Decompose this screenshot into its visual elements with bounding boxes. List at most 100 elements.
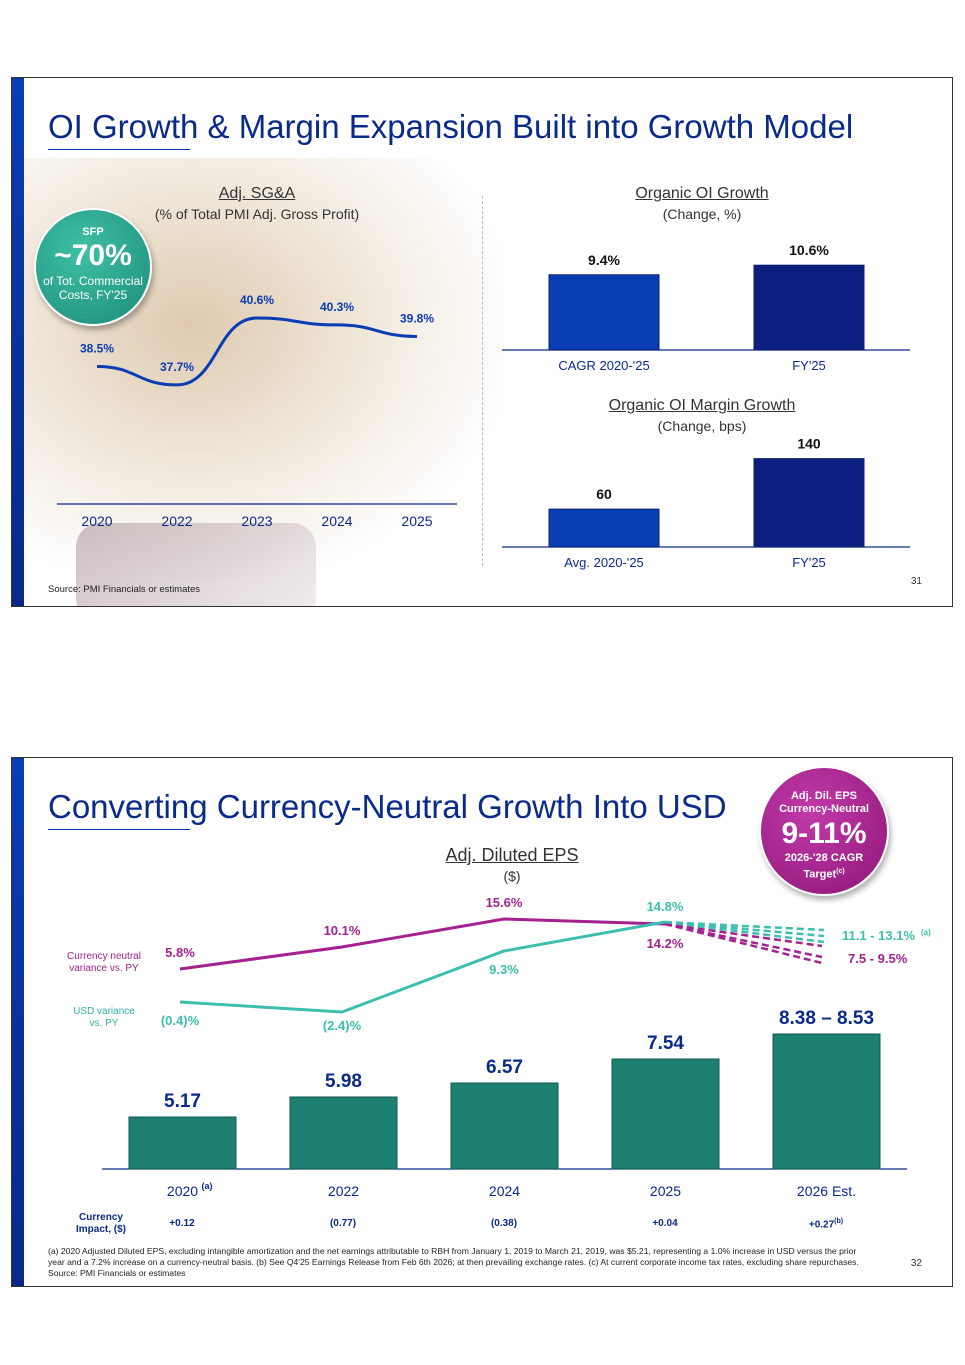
margin-tick-label: FY'25 <box>792 555 826 570</box>
eps-bar <box>611 1058 720 1170</box>
slide1-charts: 38.5% 2020 37.7% 2022 40.6% 2023 40.3% 2024 39.8… <box>57 242 910 570</box>
eps-tick-label: 2026 Est. <box>797 1183 856 1199</box>
currency-impact-value: (0.38) <box>490 1218 518 1229</box>
legend-currency-neutral-line1: Currency neutral <box>67 951 141 962</box>
source-note: Source: PMI Financials or estimates <box>48 584 201 595</box>
margin-bar <box>548 508 660 548</box>
sga-chart-title: Adj. SG&A <box>218 185 296 202</box>
eps-tick-label: 2025 <box>650 1183 681 1199</box>
usd-variance-label: 9.3% <box>489 962 519 977</box>
currency-impact-label: Currency Impact, ($) <box>67 1212 135 1236</box>
sga-data-label: 39.8% <box>400 311 434 325</box>
sga-tick-label: 2020 <box>81 513 112 529</box>
sga-line <box>96 316 418 387</box>
eps-chart-title: Adj. Diluted EPS <box>445 845 579 865</box>
device-image <box>76 523 316 606</box>
eps-bar <box>772 1033 881 1170</box>
margin-data-label: 60 <box>596 486 612 502</box>
eps-bar <box>128 1116 237 1170</box>
oi-bar <box>753 264 865 351</box>
sga-tick-label: 2022 <box>161 513 192 529</box>
legend-currency-neutral-line2: variance vs. PY <box>69 963 139 974</box>
sfp-badge-line1: of Tot. Commercial <box>43 274 143 288</box>
margin-tick-label: Avg. 2020-'25 <box>564 555 644 570</box>
currency-impact-value: (0.77) <box>329 1218 357 1229</box>
oi-bar-chart: 9.4% CAGR 2020-'25 10.6% FY'25 <box>502 242 910 373</box>
eps-data-label: 8.38 – 8.53 <box>779 1008 874 1029</box>
currency-impact-value-last: +0.27(b) <box>776 1218 876 1230</box>
currency-neutral-label: 15.6% <box>486 895 523 910</box>
eps-tick-sup: (a) <box>202 1181 213 1191</box>
eps-badge-line1: Adj. Dil. EPS <box>790 790 857 802</box>
slide-32: Converting Currency-Neutral Growth Into … <box>11 757 953 1287</box>
sga-tick-label: 2024 <box>321 513 352 529</box>
usd-variance-projection <box>664 920 825 944</box>
oi-tick-label: FY'25 <box>792 358 826 373</box>
title-underline <box>48 829 190 830</box>
sga-chart-subtitle: (% of Total PMI Adj. Gross Profit) <box>154 206 360 222</box>
sga-data-label: 37.7% <box>160 360 194 374</box>
sga-data-label: 40.3% <box>320 300 354 314</box>
oi-data-label: 9.4% <box>588 252 620 268</box>
currency-impact-value: +0.04 <box>652 1218 678 1229</box>
page-number: 32 <box>910 1258 922 1269</box>
usd-variance-label: (0.4)% <box>161 1013 200 1028</box>
currency-neutral-label: 14.2% <box>647 936 684 951</box>
eps-badge-line2: Currency-Neutral <box>779 803 869 815</box>
sga-data-label: 40.6% <box>240 293 274 307</box>
margin-chart-subtitle: (Change, bps) <box>657 418 747 434</box>
sga-data-label: 38.5% <box>80 341 114 355</box>
title-underline <box>48 149 190 150</box>
eps-badge-value: 9-11% <box>781 817 867 850</box>
footnotes: (a) 2020 Adjusted Diluted EPS, excluding… <box>48 1246 908 1279</box>
oi-chart-subtitle: (Change, %) <box>662 206 742 222</box>
margin-chart-title: Organic OI Margin Growth <box>608 397 796 414</box>
eps-chart-subtitle: ($) <box>503 868 521 884</box>
margin-bar <box>753 458 865 548</box>
eps-data-label: 5.98 <box>325 1071 362 1092</box>
legend-usd-variance: USD variance vs. PY <box>59 1006 149 1030</box>
currency-neutral-label: 5.8% <box>165 945 195 960</box>
oi-data-label: 10.6% <box>789 242 829 258</box>
page-number: 31 <box>910 576 922 587</box>
currency-impact-sup: (b) <box>834 1218 844 1225</box>
currency-neutral-projection <box>664 922 823 948</box>
eps-data-label: 5.17 <box>164 1091 201 1112</box>
footnote-line: year and a 7.2% increase on a currency-n… <box>48 1257 859 1267</box>
slide-title: OI Growth & Margin Expansion Built into … <box>48 108 854 145</box>
usd-variance-label: 14.8% <box>647 899 684 914</box>
currency-impact-value: +0.27 <box>808 1219 835 1231</box>
oi-bar <box>548 274 660 351</box>
legend-usd-line2: vs. PY <box>89 1018 119 1029</box>
usd-projection-sup: (a) <box>921 928 931 937</box>
eps-target-badge: Adj. Dil. EPS Currency-Neutral 9-11% 202… <box>759 766 889 896</box>
sfp-badge: SFP ~70% of Tot. Commercial Costs, FY'25 <box>34 208 152 326</box>
eps-tick-label: 2022 <box>328 1183 359 1199</box>
legend-currency-neutral: Currency neutral variance vs. PY <box>59 951 149 975</box>
usd-projection-label: 11.1 - 13.1% <box>842 928 915 943</box>
oi-chart-title: Organic OI Growth <box>635 185 769 202</box>
eps-data-label: 6.57 <box>486 1057 523 1078</box>
usd-variance-line <box>179 920 666 1014</box>
eps-badge-line4: Target(c) <box>761 865 887 882</box>
eps-bar-chart: 5.17 2020 (a) 5.98 2022 6.57 2024 7.54 2025 8.38 … <box>102 895 931 1199</box>
currency-neutral-line <box>179 917 666 971</box>
eps-data-label: 7.54 <box>647 1033 684 1054</box>
eps-tick-label: 2020 <box>167 1183 198 1199</box>
currency-neutral-projection <box>664 922 823 965</box>
margin-data-label: 140 <box>797 436 821 452</box>
legend-usd-line1: USD variance <box>73 1006 135 1017</box>
sga-tick-label: 2025 <box>401 513 432 529</box>
eps-badge-line4-sup: (c) <box>836 868 845 875</box>
slide2-charts: 5.17 2020 (a) 5.98 2022 6.57 2024 7.54 2025 8.38 … <box>102 895 931 1199</box>
sfp-badge-line2: Costs, FY'25 <box>58 288 128 302</box>
slide-accent-bar <box>12 758 24 1286</box>
usd-variance-label: (2.4)% <box>323 1018 362 1033</box>
eps-badge-line3: 2026-'28 CAGR <box>784 852 864 864</box>
footnote-line: (a) 2020 Adjusted Diluted EPS, excluding… <box>48 1246 857 1256</box>
currency-impact-value: +0.12 <box>169 1218 195 1229</box>
chart-divider <box>482 196 483 566</box>
eps-tick-label: 2024 <box>489 1183 520 1199</box>
footnote-line: Source: PMI Financials or estimates <box>48 1268 186 1278</box>
sga-tick-label: 2023 <box>241 513 272 529</box>
